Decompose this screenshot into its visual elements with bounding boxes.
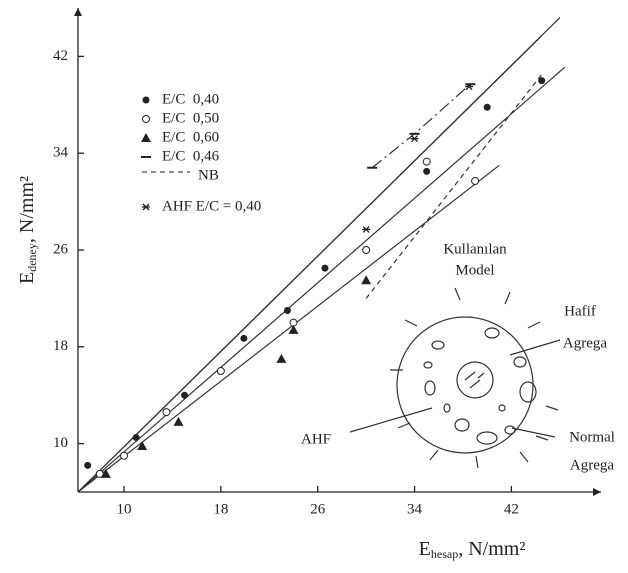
y-label-unit: , N/mm² — [16, 176, 38, 243]
x-label: E — [419, 538, 431, 560]
point — [216, 367, 225, 375]
point — [120, 451, 129, 460]
point — [471, 177, 480, 186]
point — [162, 408, 171, 417]
point — [288, 324, 299, 334]
x-tick-label: 34 — [407, 501, 423, 517]
series-line — [365, 74, 543, 299]
y-label-sub: deney — [25, 243, 39, 272]
legend-marker — [142, 96, 150, 104]
point — [423, 167, 431, 175]
x-tick-label: 10 — [117, 501, 132, 517]
legend-label: E/C 0,60 — [162, 129, 219, 145]
point — [276, 353, 287, 363]
y-tick-label: 18 — [53, 338, 68, 354]
y-tick-label: 42 — [53, 48, 68, 64]
point — [84, 461, 92, 469]
legend-marker — [141, 133, 151, 142]
point — [538, 77, 546, 85]
point — [321, 264, 329, 272]
series-line — [371, 83, 471, 169]
point — [132, 434, 140, 442]
x-label-unit: , N/mm² — [458, 538, 525, 560]
legend-label: AHF E/C = 0,40 — [162, 198, 261, 214]
legend-label: E/C 0,40 — [162, 91, 219, 107]
legend-marker — [142, 203, 150, 211]
y-tick-label: 26 — [53, 241, 69, 257]
inset-label: AHF — [301, 431, 331, 447]
fit-line — [77, 36, 541, 493]
inset-title: Kullanılan — [443, 241, 507, 257]
point — [100, 468, 111, 478]
inset-label: Agrega — [563, 335, 607, 351]
legend-label: NB — [198, 167, 219, 183]
point — [181, 391, 189, 399]
point — [362, 246, 371, 254]
x-tick-label: 42 — [504, 501, 519, 517]
point — [422, 157, 431, 166]
x-tick-label: 26 — [310, 501, 326, 517]
point — [137, 441, 148, 451]
inset-label: Hafif — [564, 303, 596, 319]
fit-line — [77, 164, 500, 493]
model-diagram — [349, 287, 561, 469]
x-axis-label: Ehesap, N/mm² — [419, 538, 526, 561]
inset-title: Model — [455, 262, 494, 278]
legend-label: E/C 0,50 — [162, 110, 219, 126]
point — [362, 225, 371, 233]
fit-line — [77, 66, 566, 493]
point — [483, 103, 491, 111]
point — [173, 416, 184, 426]
legend-label: E/C 0,46 — [162, 148, 220, 164]
legend-marker — [142, 115, 150, 123]
point — [410, 135, 419, 143]
x-label-sub: hesap — [431, 547, 458, 561]
point — [283, 307, 291, 314]
point — [361, 275, 372, 285]
y-axis-label: Edeney, N/mm² — [16, 176, 39, 284]
y-tick-label: 34 — [53, 145, 69, 161]
x-tick-label: 18 — [213, 501, 228, 517]
y-label: E — [16, 272, 38, 284]
y-tick-label: 10 — [53, 435, 68, 451]
inset-label: Agrega — [570, 457, 614, 473]
inset-label: Normal — [569, 429, 615, 445]
point — [465, 83, 474, 91]
point — [240, 334, 248, 342]
